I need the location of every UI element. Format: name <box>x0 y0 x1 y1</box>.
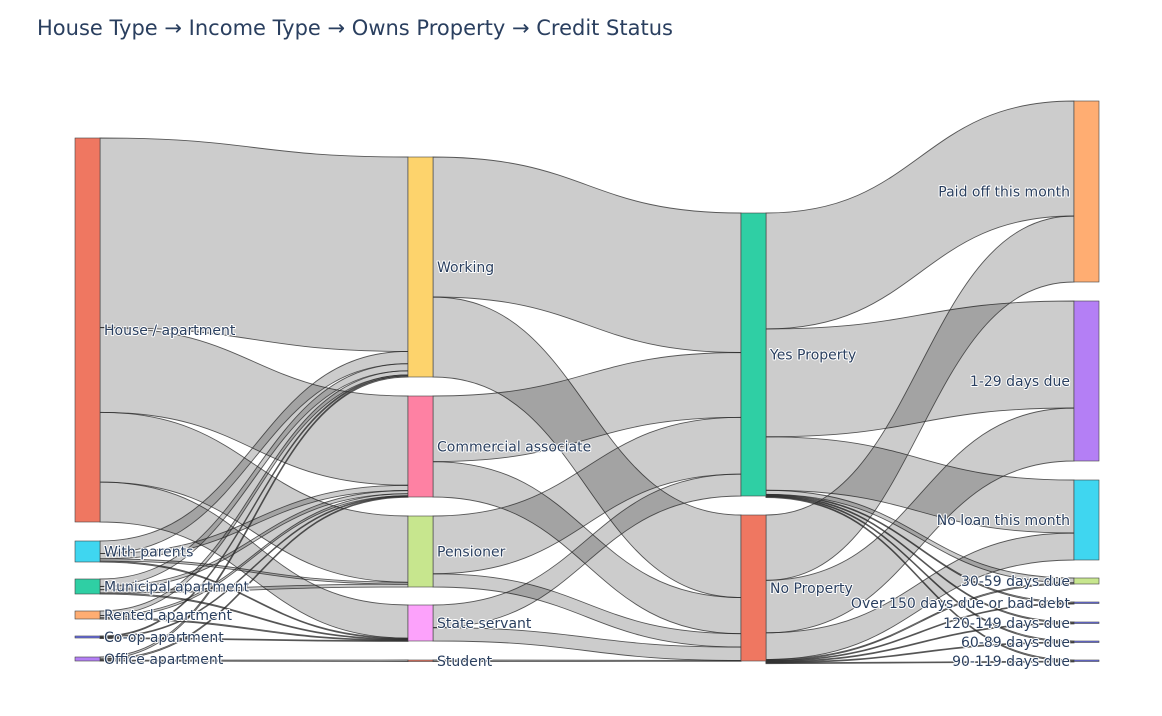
node-label-d120_149: 120-149 days due <box>943 616 1070 632</box>
node-label-no: No Property <box>770 581 853 597</box>
node-office[interactable] <box>74 656 101 662</box>
node-label-working: Working <box>437 260 494 276</box>
node-label-rented: Rented apartment <box>104 608 232 624</box>
node-label-d90_119: 90-119 days due <box>952 654 1070 670</box>
node-paid[interactable] <box>1073 100 1100 283</box>
node-label-d30_59: 30-59 days due <box>961 574 1070 590</box>
node-label-d150: Over 150 days due or bad debt <box>851 596 1071 612</box>
node-label-coop: Co-op apartment <box>104 630 224 646</box>
link-no-to-d60_89[interactable] <box>765 641 1075 664</box>
node-commercial[interactable] <box>407 395 434 498</box>
node-no[interactable] <box>740 514 767 662</box>
link-yes-to-paid[interactable] <box>765 100 1075 330</box>
sankey-nodes <box>74 100 1100 662</box>
link-coop-to-state[interactable] <box>99 637 409 642</box>
link-house-to-working[interactable] <box>99 137 409 352</box>
node-label-d60_89: 60-89 days due <box>961 635 1070 651</box>
node-label-pensioner: Pensioner <box>437 545 506 561</box>
node-d90_119[interactable] <box>1073 659 1100 662</box>
node-rented[interactable] <box>74 610 101 620</box>
sankey-links <box>99 100 1075 665</box>
node-state[interactable] <box>407 604 434 642</box>
node-d30_59[interactable] <box>1073 577 1100 585</box>
node-label-house: House / apartment <box>104 323 236 339</box>
sankey-labels: House / apartment With parents Municipal a… <box>103 184 1071 671</box>
node-label-noloan: No loan this month <box>937 513 1070 529</box>
node-noloan[interactable] <box>1073 479 1100 561</box>
node-working[interactable] <box>407 156 434 378</box>
node-label-paid: Paid off this month <box>938 185 1070 201</box>
node-label-yes: Yes Property <box>769 348 856 364</box>
node-label-student: Student <box>437 654 493 670</box>
node-label-office: Office apartment <box>104 652 224 668</box>
node-d150[interactable] <box>1073 601 1100 604</box>
node-d60_89[interactable] <box>1073 640 1100 643</box>
node-student[interactable] <box>407 659 434 662</box>
link-office-to-commercial[interactable] <box>99 496 409 661</box>
node-yes[interactable] <box>740 212 767 497</box>
node-d120_149[interactable] <box>1073 621 1100 624</box>
link-no-to-d90_119[interactable] <box>765 660 1075 665</box>
link-no-to-d150[interactable] <box>765 602 1075 662</box>
node-pensioner[interactable] <box>407 515 434 588</box>
node-municipal[interactable] <box>74 578 101 595</box>
node-parents[interactable] <box>74 540 101 563</box>
link-no-to-d120_149[interactable] <box>765 622 1075 663</box>
node-label-municipal: Municipal apartment <box>104 580 250 596</box>
chart-title: House Type → Income Type → Owns Property… <box>37 16 673 40</box>
node-label-state: State servant <box>437 616 532 632</box>
node-label-d1_29: 1-29 days due <box>970 374 1070 390</box>
node-label-commercial: Commercial associate <box>437 440 591 456</box>
node-coop[interactable] <box>74 635 101 639</box>
node-house[interactable] <box>74 137 101 523</box>
node-d1_29[interactable] <box>1073 300 1100 462</box>
node-label-parents: With parents <box>104 545 193 561</box>
